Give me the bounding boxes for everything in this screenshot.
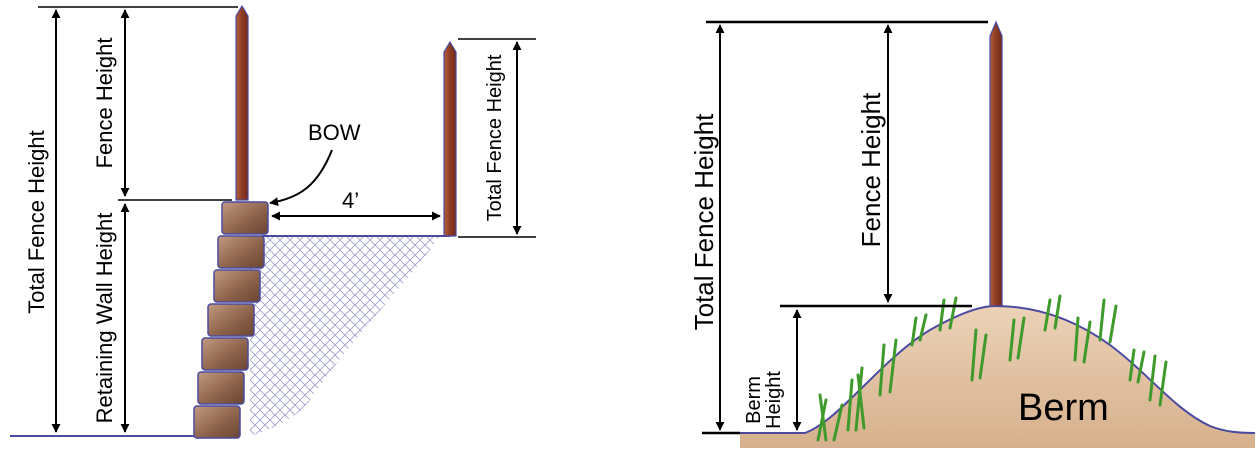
wall-block [193, 405, 241, 439]
wall-block [201, 337, 249, 371]
berm-mound [740, 306, 1255, 448]
wall-block [213, 269, 261, 303]
bow-label: BOW [308, 120, 361, 145]
wall-block [207, 303, 255, 337]
right-total-fence-height-label: Total Fence Height [484, 54, 506, 221]
backfill-slope [250, 236, 440, 436]
fence-post-berm [989, 20, 1003, 307]
fence-post-setback [443, 40, 457, 237]
retaining-wall-diagram: Total Fence Height Fence Height Retainin… [10, 4, 536, 439]
berm-height-label-line2: Height [763, 371, 785, 429]
berm-diagram: Total Fence Height Fence Height Berm Hei… [689, 20, 1256, 448]
berm-outline [740, 304, 1256, 434]
wall-block [217, 235, 265, 269]
bow-pointer-arrow [269, 149, 333, 207]
wall-block [221, 201, 269, 235]
berm-height-label-line1: Berm [743, 376, 765, 424]
fence-height-label: Fence Height [92, 38, 117, 169]
fence-post-wall [235, 4, 249, 201]
wall-block [197, 371, 245, 405]
retaining-wall-height-label: Retaining Wall Height [92, 213, 117, 424]
retaining-wall-blocks [193, 201, 269, 439]
distance-label: 4’ [342, 188, 359, 213]
berm-fence-height-label: Fence Height [856, 92, 886, 247]
left-total-fence-height-label: Total Fence Height [24, 130, 49, 313]
berm-total-fence-height-label: Total Fence Height [689, 113, 719, 331]
berm-label: Berm [1018, 387, 1109, 429]
